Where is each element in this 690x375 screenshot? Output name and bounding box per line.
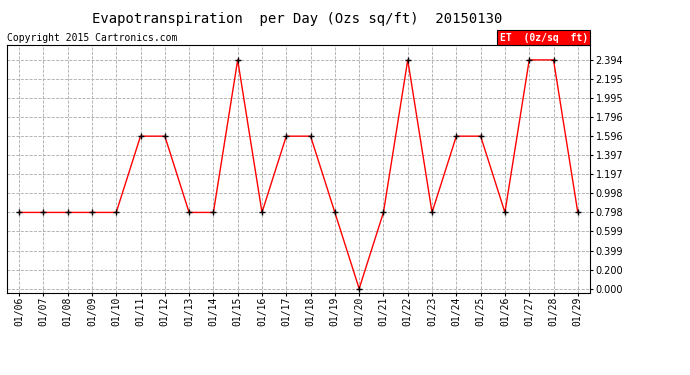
Text: Evapotranspiration  per Day (Ozs sq/ft)  20150130: Evapotranspiration per Day (Ozs sq/ft) 2… bbox=[92, 12, 502, 26]
Text: Copyright 2015 Cartronics.com: Copyright 2015 Cartronics.com bbox=[7, 33, 177, 42]
Text: ET  (0z/sq  ft): ET (0z/sq ft) bbox=[500, 33, 588, 42]
